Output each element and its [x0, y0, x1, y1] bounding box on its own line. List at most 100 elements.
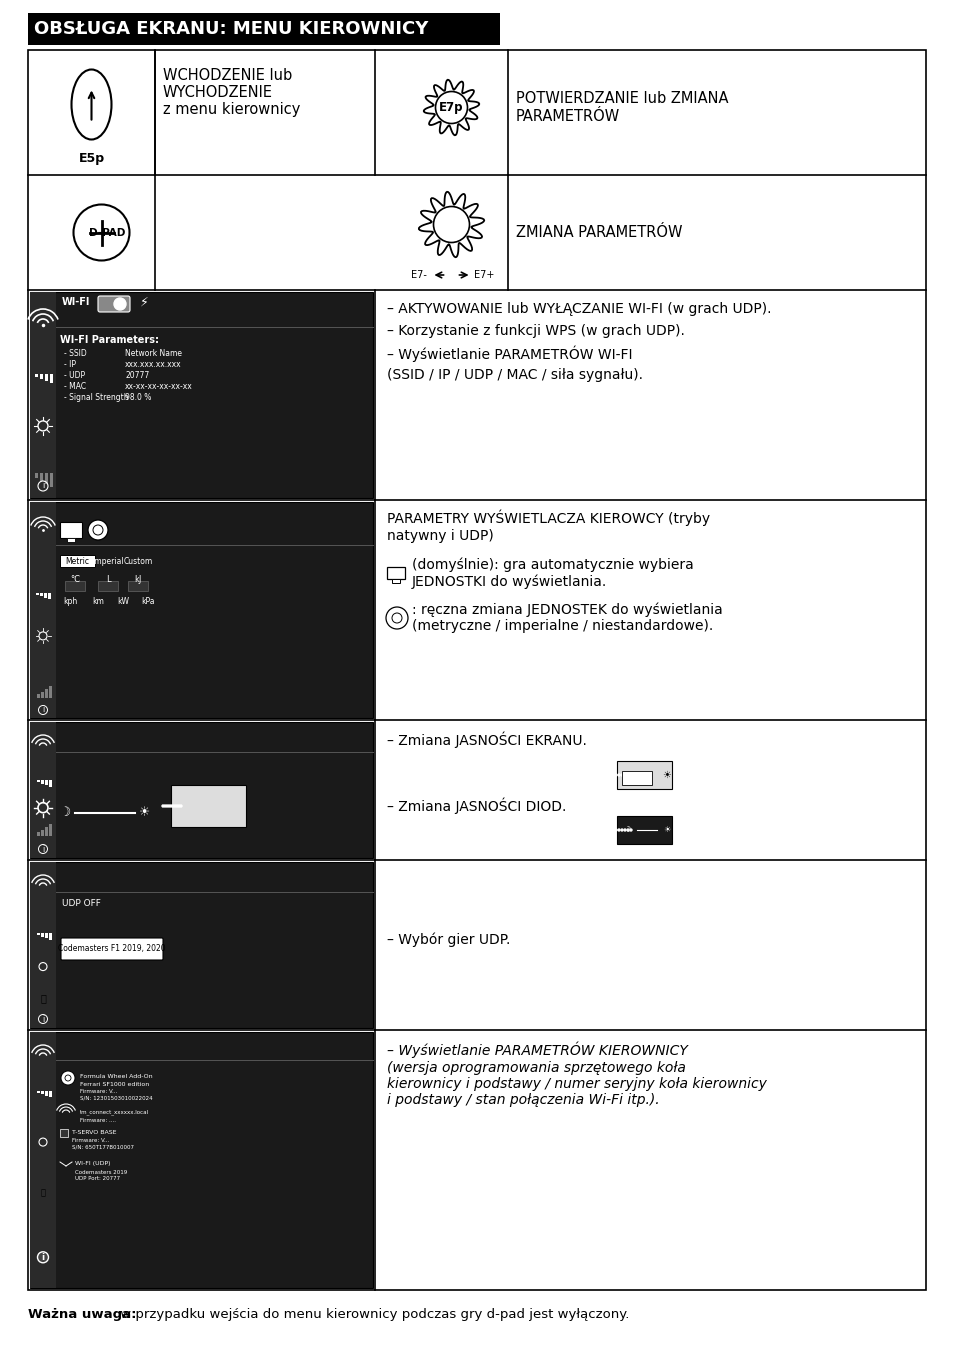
Text: ZMIANA PARAMETRÓW: ZMIANA PARAMETRÓW [516, 225, 681, 240]
Text: i: i [41, 1253, 45, 1262]
Bar [30, 1031, 56, 1288]
Text: Codemasters F1 2019, 2020: Codemasters F1 2019, 2020 [58, 945, 166, 953]
Bar [41, 780, 44, 784]
Text: Codemasters 2019: Codemasters 2019 [75, 1169, 127, 1174]
Text: i: i [42, 706, 44, 714]
Text: - MAC: - MAC [64, 382, 86, 391]
Bar [621, 771, 651, 784]
Bar [41, 830, 44, 836]
Bar [37, 694, 40, 698]
Circle shape [172, 805, 173, 807]
Bar [40, 472, 43, 481]
Bar [45, 1091, 48, 1096]
Circle shape [612, 829, 614, 832]
Bar [40, 374, 43, 379]
Text: OBSŁUGA EKRANU: MENU KIEROWNICY: OBSŁUGA EKRANU: MENU KIEROWNICY [34, 20, 428, 38]
Text: 98.0 %: 98.0 % [125, 393, 152, 402]
Bar [30, 722, 373, 859]
Bar [617, 761, 671, 788]
FancyBboxPatch shape [61, 938, 163, 960]
Bar [37, 832, 40, 836]
Bar [35, 472, 38, 478]
Bar [50, 374, 53, 383]
Bar [49, 1091, 51, 1098]
Circle shape [620, 774, 622, 776]
Text: xx-xx-xx-xx-xx-xx: xx-xx-xx-xx-xx-xx [125, 382, 193, 391]
Bar [28, 14, 499, 45]
Bar [30, 1031, 373, 1288]
Text: Formula Wheel Add-On: Formula Wheel Add-On [80, 1075, 152, 1079]
Bar [45, 472, 48, 485]
Bar [30, 722, 56, 859]
Circle shape [615, 829, 617, 832]
Circle shape [392, 613, 401, 622]
Bar [45, 933, 48, 938]
Text: – Zmiana JASNOŚCI EKRANU.: – Zmiana JASNOŚCI EKRANU. [387, 732, 586, 748]
Text: Metric: Metric [65, 556, 89, 566]
Text: – Wyświetlanie PARAMETRÓW KIEROWNICY
(wersja oprogramowania sprzętowego koła
kie: – Wyświetlanie PARAMETRÓW KIEROWNICY (we… [387, 1042, 766, 1107]
Text: PARAMETRY WYŚWIETLACZA KIEROWCY (tryby
natywny i UDP): PARAMETRY WYŚWIETLACZA KIEROWCY (tryby n… [387, 510, 709, 543]
Text: E5p: E5p [78, 153, 105, 165]
Text: - SSID: - SSID [64, 350, 87, 358]
Circle shape [623, 829, 625, 832]
Bar [40, 593, 43, 597]
Text: Firmware: V...: Firmware: V... [80, 1089, 117, 1094]
Text: S/N: 12301503010022024: S/N: 12301503010022024 [80, 1096, 152, 1102]
Bar [67, 539, 75, 541]
Text: – Wyświetlanie PARAMETRÓW WI-FI: – Wyświetlanie PARAMETRÓW WI-FI [387, 346, 632, 363]
Text: 🚗: 🚗 [40, 994, 46, 1003]
Text: w przypadku wejścia do menu kierownicy podczas gry d-pad jest wyłączony.: w przypadku wejścia do menu kierownicy p… [116, 1308, 629, 1322]
Circle shape [164, 805, 166, 807]
Text: Network Name: Network Name [125, 350, 182, 358]
Text: (SSID / IP / UDP / MAC / siła sygnału).: (SSID / IP / UDP / MAC / siła sygnału). [387, 369, 642, 382]
Text: ☽: ☽ [622, 825, 630, 834]
FancyBboxPatch shape [98, 296, 130, 312]
Text: (domyślnie): gra automatycznie wybiera
JEDNOSTKI do wyświetlania.: (domyślnie): gra automatycznie wybiera J… [412, 558, 693, 589]
Bar [60, 1129, 68, 1137]
Circle shape [433, 207, 469, 243]
Text: WI-FI (UDP): WI-FI (UDP) [75, 1161, 111, 1166]
Text: WI-FI Parameters:: WI-FI Parameters: [60, 335, 159, 346]
Text: E7-: E7- [410, 270, 426, 279]
Bar [45, 688, 48, 698]
Circle shape [626, 774, 628, 776]
Circle shape [608, 829, 610, 832]
Circle shape [173, 805, 175, 807]
Circle shape [113, 298, 126, 311]
Bar [49, 824, 52, 836]
Text: Ważna uwaga:: Ważna uwaga: [28, 1308, 136, 1322]
Bar [45, 780, 48, 786]
Text: POTWIERDZANIE lub ZMIANA
PARAMETRÓW: POTWIERDZANIE lub ZMIANA PARAMETRÓW [516, 92, 728, 124]
Circle shape [65, 1075, 71, 1081]
Circle shape [618, 774, 619, 776]
Text: D-PAD: D-PAD [90, 228, 126, 238]
Bar [41, 933, 44, 937]
Bar [44, 593, 47, 598]
Text: - UDP: - UDP [64, 371, 85, 379]
Text: E7+: E7+ [474, 270, 495, 279]
Circle shape [386, 608, 408, 629]
Text: Ferrari SF1000 edition: Ferrari SF1000 edition [80, 1081, 149, 1087]
Bar [171, 784, 246, 828]
Circle shape [166, 805, 168, 807]
Circle shape [608, 774, 610, 776]
Text: i: i [42, 845, 44, 853]
Bar [30, 863, 373, 1027]
Bar [49, 780, 51, 787]
Polygon shape [423, 80, 478, 135]
Bar [45, 374, 48, 382]
Bar [387, 567, 405, 579]
Circle shape [170, 805, 172, 807]
Bar [48, 593, 51, 599]
Circle shape [626, 829, 628, 832]
Circle shape [73, 204, 130, 261]
Circle shape [178, 805, 180, 807]
Bar [392, 579, 399, 583]
Bar [41, 693, 44, 698]
Bar [98, 580, 118, 591]
Text: i: i [42, 1014, 44, 1023]
Bar [30, 863, 56, 1027]
Text: UDP OFF: UDP OFF [62, 899, 101, 909]
Text: ⚡: ⚡ [140, 296, 149, 309]
Text: Custom: Custom [123, 556, 152, 566]
